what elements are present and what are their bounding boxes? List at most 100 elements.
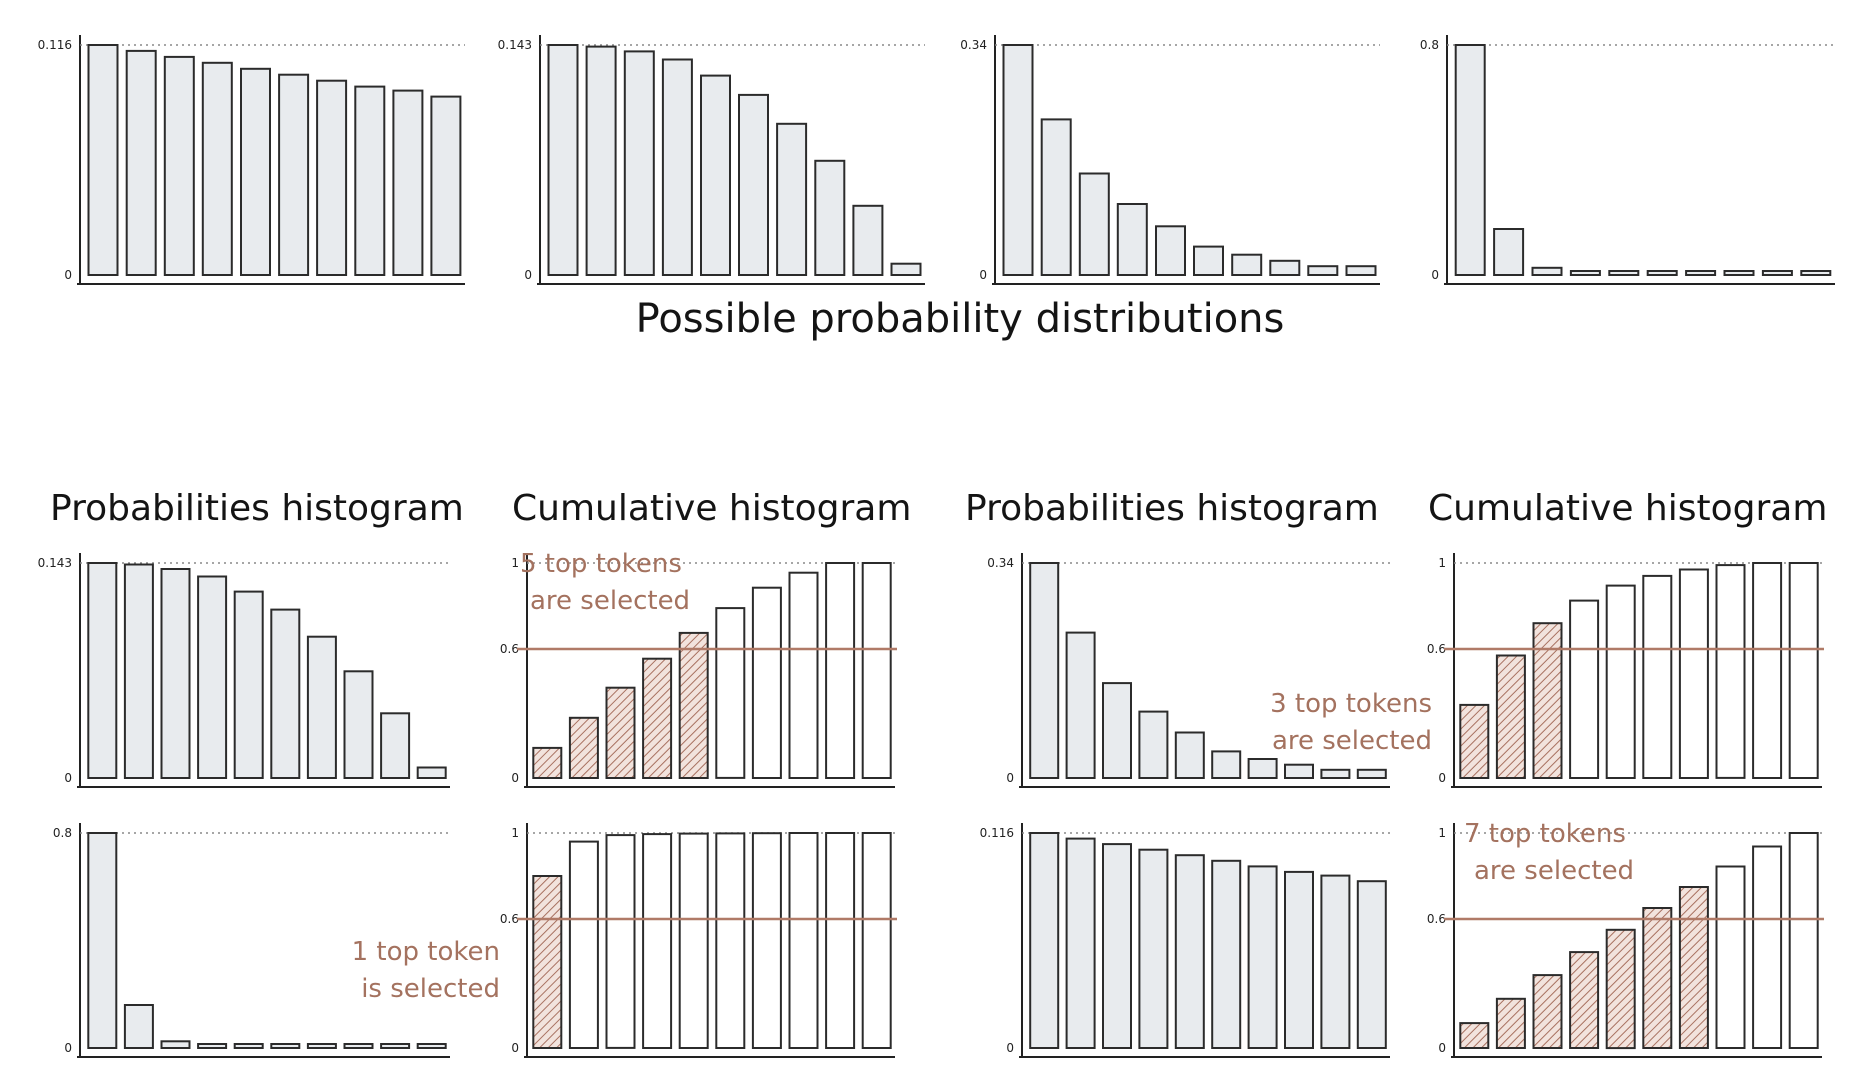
bar	[715, 832, 746, 1050]
bar	[623, 50, 655, 277]
bar	[1569, 599, 1600, 779]
section-title-cumulative-right: Cumulative histogram	[1428, 488, 1827, 529]
bar	[788, 832, 819, 1049]
chart-prob-a: 0 0.143	[38, 553, 450, 788]
bar	[354, 85, 386, 276]
bar	[1029, 562, 1060, 779]
bar	[1454, 44, 1486, 276]
bar	[1345, 265, 1377, 277]
bar	[1211, 859, 1242, 1049]
bar	[1752, 562, 1783, 779]
bar	[642, 833, 673, 1049]
bar	[661, 58, 693, 276]
y-tick-label: 1	[511, 826, 519, 840]
bar	[1678, 568, 1709, 779]
bar	[751, 832, 782, 1050]
selection-annotation: 7 top tokens	[1464, 819, 1626, 849]
bar	[1247, 865, 1278, 1050]
chart-cum-d: 0 0.6 1 7 top tokens are selected	[1427, 819, 1824, 1058]
bar	[1761, 270, 1793, 276]
bar	[1752, 845, 1783, 1049]
bar	[1065, 837, 1096, 1049]
y-tick-label: 0.34	[960, 38, 987, 52]
bar	[270, 608, 301, 779]
chart-prob-b: 0 0.34 3 top tokens are selected	[987, 553, 1432, 788]
bar	[1715, 564, 1746, 779]
y-tick-label: 0	[64, 771, 72, 785]
bar	[1193, 245, 1224, 277]
y-tick-label: 0.8	[53, 826, 72, 840]
y-tick-label: 0	[64, 268, 72, 282]
bar	[776, 122, 808, 276]
bar	[890, 262, 922, 277]
bar	[1685, 270, 1717, 276]
bar	[1284, 870, 1314, 1050]
y-tick-label: 0	[1006, 1041, 1014, 1055]
y-tick-label: 0.6	[500, 912, 519, 926]
bar	[1642, 574, 1673, 780]
bar	[87, 44, 119, 276]
chart-prob-c: 0 0.8 1 top token is selected	[53, 823, 500, 1058]
bar	[1569, 270, 1601, 276]
bar	[1646, 270, 1678, 276]
bar	[1078, 172, 1110, 276]
bar	[343, 670, 374, 779]
y-tick-label: 1	[1438, 556, 1446, 570]
bar	[240, 67, 271, 276]
y-tick-label: 0	[1006, 771, 1014, 785]
bar	[201, 61, 233, 276]
bar	[547, 44, 579, 276]
y-tick-label: 0	[1438, 1041, 1446, 1055]
bar	[1174, 731, 1205, 779]
bar	[1723, 270, 1755, 276]
bar	[700, 74, 731, 276]
bar	[1356, 768, 1387, 779]
section-title-cumulative-left: Cumulative histogram	[512, 488, 911, 529]
y-tick-label: 0.143	[38, 556, 72, 570]
bar	[1174, 854, 1205, 1050]
bar	[715, 607, 746, 779]
bar	[1605, 584, 1636, 779]
bar	[123, 563, 154, 779]
bar	[278, 73, 310, 276]
bar	[197, 575, 228, 779]
selection-annotation: is selected	[361, 974, 500, 1004]
bar	[1211, 750, 1242, 780]
bar	[605, 834, 636, 1049]
main-title: Possible probability distributions	[636, 296, 1285, 342]
bar	[568, 840, 599, 1049]
chart-top-2: 0 0.143	[498, 35, 925, 285]
bar	[1320, 768, 1351, 779]
bar	[197, 1043, 228, 1049]
y-tick-label: 0.34	[987, 556, 1014, 570]
bar	[1065, 631, 1096, 779]
y-tick-label: 0	[524, 268, 532, 282]
y-tick-label: 0	[1438, 771, 1446, 785]
bar	[270, 1043, 301, 1049]
bar	[125, 49, 157, 277]
chart-top-3: 00.34	[960, 35, 1380, 285]
selected-bar	[532, 875, 563, 1049]
bar	[233, 590, 264, 779]
y-tick-label: 0.6	[1427, 912, 1446, 926]
chart-prob-d: 0 0.116	[980, 823, 1390, 1058]
y-tick-label: 1	[511, 556, 519, 570]
selected-bar	[568, 716, 599, 779]
chart-cum-a: 0 0.6 1 5 top tokens are selected	[500, 549, 897, 788]
selection-annotation: are selected	[1272, 726, 1432, 756]
bar	[163, 55, 195, 277]
bar	[861, 832, 892, 1049]
bar	[416, 766, 447, 779]
bar	[1102, 843, 1132, 1049]
bar	[430, 95, 462, 276]
y-tick-label: 0	[511, 1041, 519, 1055]
selected-bar	[1569, 951, 1600, 1049]
selected-bar	[1459, 1022, 1490, 1049]
bar	[852, 204, 884, 276]
selected-bar	[1459, 703, 1490, 780]
bar	[416, 1043, 447, 1049]
chart-cum-c: 00.61	[500, 823, 897, 1058]
bar	[1493, 228, 1525, 276]
selection-annotation: 3 top tokens	[1270, 689, 1432, 719]
